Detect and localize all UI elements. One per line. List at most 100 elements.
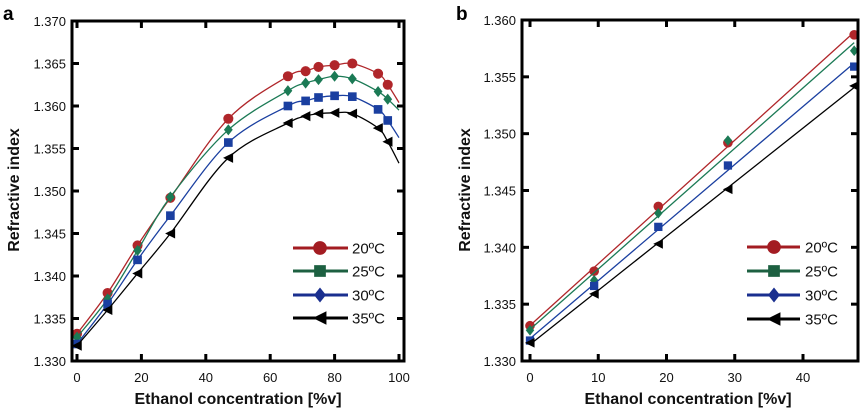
x-tick-label: 10 — [591, 370, 605, 385]
legend-label: 30ºC — [805, 288, 838, 305]
x-tick-label: 0 — [73, 370, 80, 385]
legend-marker — [767, 240, 781, 254]
data-point — [330, 70, 340, 82]
panel-a-y-axis-title: Refractive index — [6, 128, 23, 252]
data-point — [654, 207, 663, 219]
legend-item: 25ºC — [747, 264, 838, 281]
panel-a-plot-area — [71, 58, 400, 351]
legend-item: 30ºC — [293, 288, 385, 305]
data-point — [589, 266, 599, 277]
data-point — [723, 135, 733, 146]
data-point — [282, 117, 293, 129]
data-point — [382, 79, 393, 90]
data-point — [133, 244, 142, 257]
y-tick-label: 1.340 — [33, 269, 66, 284]
legend-marker — [314, 265, 326, 277]
legend-label: 35ºC — [352, 311, 385, 328]
data-point — [313, 108, 324, 119]
data-point — [525, 325, 535, 336]
panel-b-ticks: 0 10 20 30 40 1.330 1.335 1.340 1.345 1.350 1.355 1… — [483, 13, 858, 385]
y-tick-label: 1.370 — [33, 14, 66, 29]
data-point — [314, 93, 323, 102]
series-30C — [72, 91, 400, 349]
data-point — [524, 338, 535, 348]
data-point — [383, 93, 393, 105]
data-point — [722, 184, 733, 195]
legend-label: 20ºC — [352, 241, 385, 258]
data-point — [283, 85, 293, 97]
legend-label: 20ºC — [805, 240, 838, 257]
data-point — [329, 107, 340, 118]
panel-b: b Refractive index Ethanol concentration… — [456, 4, 860, 408]
data-point — [654, 222, 663, 232]
y-tick-label: 1.345 — [483, 184, 516, 199]
fit-line — [529, 87, 855, 345]
fit-curve — [76, 62, 400, 335]
data-point — [283, 101, 293, 111]
x-tick-label: 60 — [263, 370, 277, 385]
legend-label: 25ºC — [805, 264, 838, 281]
panel-b-x-axis-title: Ethanol concentration [%v] — [584, 391, 791, 408]
legend-item: 20ºC — [747, 240, 838, 257]
data-point — [300, 66, 311, 77]
panel-a-letter: a — [3, 4, 14, 25]
fit-curve — [76, 111, 400, 347]
y-tick-label: 1.360 — [483, 13, 516, 28]
legend-item: 25ºC — [293, 264, 385, 281]
x-tick-label: 20 — [134, 370, 148, 385]
data-point — [373, 105, 383, 114]
data-point — [223, 152, 234, 163]
x-tick-label: 30 — [728, 370, 742, 385]
legend-marker — [314, 287, 326, 303]
legend-marker — [766, 312, 781, 326]
data-point — [590, 281, 599, 291]
series-35C — [71, 107, 400, 351]
data-point — [102, 304, 113, 316]
y-tick-label: 1.355 — [33, 142, 66, 157]
data-point — [300, 111, 311, 122]
data-point — [223, 124, 233, 136]
legend-item: 30ºC — [747, 288, 838, 305]
fit-line — [529, 62, 855, 340]
data-point — [653, 239, 663, 249]
data-point — [372, 123, 383, 134]
data-point — [347, 58, 358, 69]
legend-label: 25ºC — [352, 264, 385, 281]
data-point — [223, 113, 234, 124]
data-point — [373, 86, 383, 98]
y-tick-label: 1.360 — [33, 99, 66, 114]
data-point — [589, 289, 599, 299]
panel-a-ticks: 0 20 40 60 80 100 1.330 1.335 1.340 1.345 1.350 1.3… — [33, 14, 409, 385]
data-point — [301, 77, 311, 89]
data-point — [301, 96, 310, 106]
panel-a: a Refractive index Ethanol concentration… — [3, 4, 410, 408]
data-point — [165, 191, 175, 203]
data-point — [103, 299, 112, 309]
data-point — [849, 81, 859, 91]
legend-marker — [768, 265, 780, 277]
x-tick-label: 0 — [526, 370, 533, 385]
data-point — [330, 91, 339, 101]
legend-marker — [312, 311, 327, 325]
x-tick-label: 20 — [659, 370, 673, 385]
series-25C — [72, 70, 400, 343]
y-tick-label: 1.335 — [483, 297, 516, 312]
data-point — [282, 71, 293, 82]
panel-b-letter: b — [456, 4, 468, 25]
data-point — [347, 92, 357, 101]
y-tick-label: 1.355 — [483, 70, 516, 85]
data-point — [850, 62, 859, 71]
data-point — [347, 108, 358, 119]
panel-b-axes-frame — [520, 18, 860, 363]
y-tick-label: 1.340 — [483, 240, 516, 255]
data-point — [133, 255, 142, 265]
legend-item: 35ºC — [293, 311, 385, 328]
panel-a-x-axis-title: Ethanol concentration [%v] — [134, 391, 341, 408]
data-point — [71, 340, 82, 351]
legend-item: 35ºC — [747, 312, 838, 329]
data-point — [373, 68, 384, 79]
y-tick-label: 1.345 — [33, 227, 66, 242]
y-tick-label: 1.330 — [483, 354, 516, 369]
data-point — [329, 60, 340, 71]
